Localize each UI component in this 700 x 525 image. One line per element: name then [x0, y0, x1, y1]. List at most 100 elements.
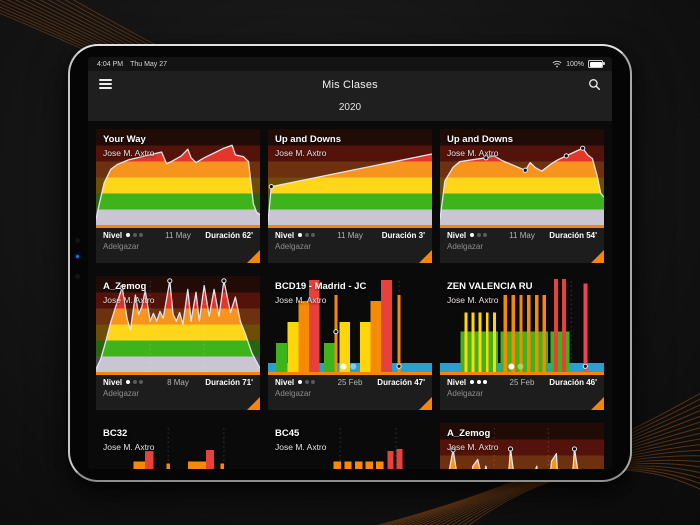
class-intensity-chart: [96, 129, 260, 225]
class-author: Jose M. Axtro: [447, 147, 499, 158]
corner-flag-icon: [247, 397, 260, 410]
level-dot: [311, 233, 316, 237]
class-title: BCD19 - Madrid - JC: [275, 281, 367, 292]
wifi-icon: [552, 60, 562, 68]
level-dot: [470, 380, 475, 384]
class-card[interactable]: BC32 Jose M. Axtro Nivel: [96, 423, 260, 469]
level-dot: [139, 380, 144, 384]
corner-flag-icon: [591, 397, 604, 410]
card-head: Your Way Jose M. Axtro: [103, 134, 256, 158]
card-separator: [440, 225, 604, 228]
level-dots: [470, 380, 488, 384]
card-footer: Nivel 11 May Duración 3' Adelgazar: [268, 227, 432, 263]
class-intensity-chart: [96, 276, 260, 372]
class-title: BC45: [275, 428, 300, 439]
card-footer: Nivel 11 May Duración 54' Adelgazar: [440, 227, 604, 263]
class-author: Jose M. Axtro: [447, 441, 499, 452]
class-date: 11 May: [165, 230, 191, 240]
class-intensity-chart: [440, 276, 604, 372]
class-author: Jose M. Axtro: [103, 441, 155, 452]
level-dot: [298, 380, 303, 384]
card-head: A_Zemog Jose M. Axtro: [103, 281, 256, 305]
class-goal: Adelgazar: [447, 389, 484, 398]
card-head: ZEN VALENCIA RU Jose M. Axtro: [447, 281, 600, 305]
class-intensity-chart: [96, 423, 260, 469]
level-dots: [126, 233, 144, 237]
level-dot: [476, 380, 481, 384]
class-intensity-chart: [440, 129, 604, 225]
battery-percent: 100%: [566, 60, 584, 68]
class-date: 8 May: [167, 377, 189, 387]
level-dot: [126, 380, 131, 384]
class-card[interactable]: A_Zemog Jose M. Axtro Nivel 8 May Duraci…: [96, 276, 260, 410]
card-head: A_Zemog Jose M. Axtro: [447, 428, 600, 452]
class-goal: Adelgazar: [103, 242, 140, 251]
card-separator: [268, 225, 432, 228]
corner-flag-icon: [419, 397, 432, 410]
level-dots: [126, 380, 144, 384]
tablet-device: 4:04 PM Thu May 27 100% Mis Clases: [68, 44, 632, 482]
class-card[interactable]: Up and Downs Jose M. Axtro Nivel 11 May …: [440, 129, 604, 263]
search-icon[interactable]: [588, 78, 601, 96]
class-author: Jose M. Axtro: [447, 294, 499, 305]
battery-icon: [588, 60, 605, 68]
level-dot: [304, 380, 309, 384]
class-duration: Duración 71': [205, 377, 253, 387]
level-label: Nivel: [275, 377, 295, 387]
class-card[interactable]: A_Zemog Jose M. Axtro Nivel: [440, 423, 604, 469]
class-card[interactable]: Your Way Jose M. Axtro Nivel 11 May Dura…: [96, 129, 260, 263]
card-head: BC45 Jose M. Axtro: [275, 428, 428, 452]
card-footer: Nivel 8 May Duración 71' Adelgazar: [96, 374, 260, 410]
class-intensity-chart: [268, 129, 432, 225]
class-duration: Duración 54': [549, 230, 597, 240]
corner-flag-icon: [247, 250, 260, 263]
card-separator: [96, 225, 260, 228]
class-title: A_Zemog: [447, 428, 491, 439]
level-dots: [470, 233, 488, 237]
corner-flag-icon: [591, 250, 604, 263]
level-dot: [304, 233, 309, 237]
tablet-screen: 4:04 PM Thu May 27 100% Mis Clases: [88, 57, 612, 469]
class-date: 11 May: [337, 230, 363, 240]
card-head: Up and Downs Jose M. Axtro: [447, 134, 600, 158]
class-goal: Adelgazar: [275, 242, 312, 251]
class-date: 11 May: [509, 230, 535, 240]
card-footer: Nivel 11 May Duración 62' Adelgazar: [96, 227, 260, 263]
class-title: Your Way: [103, 134, 146, 145]
class-card[interactable]: Up and Downs Jose M. Axtro Nivel 11 May …: [268, 129, 432, 263]
section-year: 2020: [88, 99, 612, 121]
status-bar: 4:04 PM Thu May 27 100%: [88, 57, 612, 71]
class-author: Jose M. Axtro: [103, 294, 155, 305]
level-dot: [483, 233, 488, 237]
card-head: BCD19 - Madrid - JC Jose M. Axtro: [275, 281, 428, 305]
class-card[interactable]: BC45 Jose M. Axtro Nivel: [268, 423, 432, 469]
card-footer: Nivel 25 Feb Duración 46' Adelgazar: [440, 374, 604, 410]
class-title: A_Zemog: [103, 281, 147, 292]
class-duration: Duración 47': [377, 377, 425, 387]
class-intensity-chart: [268, 423, 432, 469]
card-head: Up and Downs Jose M. Axtro: [275, 134, 428, 158]
class-duration: Duración 3': [381, 230, 425, 240]
class-card[interactable]: ZEN VALENCIA RU Jose M. Axtro Nivel 25 F…: [440, 276, 604, 410]
sensor-icon: [75, 274, 80, 279]
level-dot: [126, 233, 131, 237]
level-dot: [470, 233, 475, 237]
level-dot: [132, 380, 137, 384]
level-label: Nivel: [275, 230, 295, 240]
class-title: BC32: [103, 428, 128, 439]
level-label: Nivel: [103, 377, 123, 387]
app-header: Mis Clases: [88, 71, 612, 99]
class-title: Up and Downs: [447, 134, 513, 145]
hamburger-menu-icon[interactable]: [99, 79, 112, 92]
class-duration: Duración 62': [205, 230, 253, 240]
class-card[interactable]: BCD19 - Madrid - JC Jose M. Axtro Nivel …: [268, 276, 432, 410]
level-dot: [483, 380, 488, 384]
level-dot: [476, 233, 481, 237]
level-dot: [311, 380, 316, 384]
class-intensity-chart: [440, 423, 604, 469]
card-separator: [96, 372, 260, 375]
level-dots: [298, 233, 316, 237]
class-author: Jose M. Axtro: [275, 441, 327, 452]
class-title: Up and Downs: [275, 134, 341, 145]
class-duration: Duración 46': [549, 377, 597, 387]
